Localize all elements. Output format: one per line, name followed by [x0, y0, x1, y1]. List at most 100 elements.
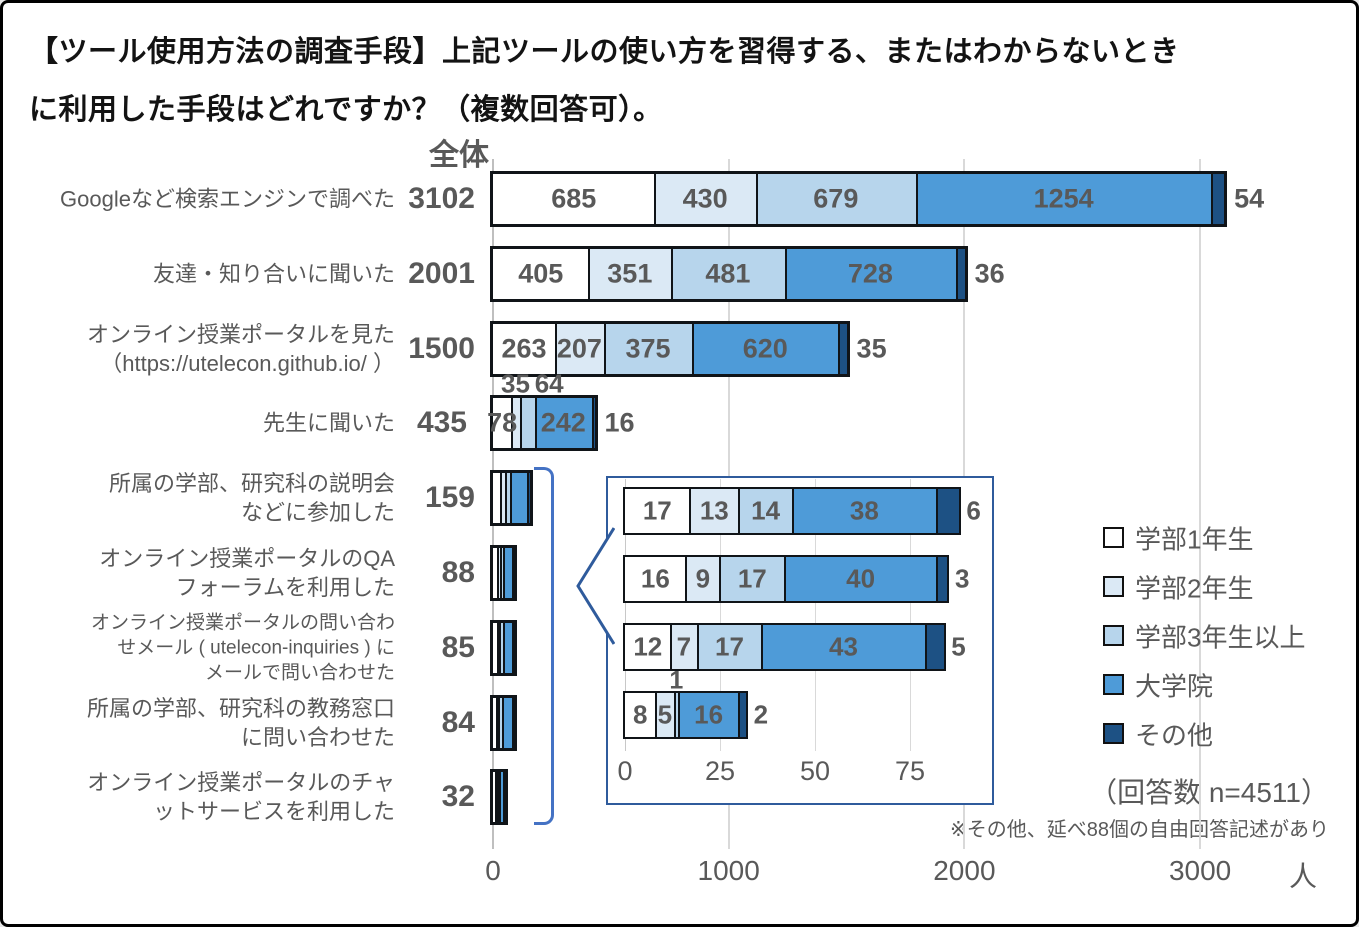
bar-segment	[500, 473, 505, 524]
row-label-line: Googleなど検索エンジンで調べた	[60, 186, 395, 212]
row-label-line: せメール ( utelecon-inquiries ) に	[117, 637, 395, 659]
segment-label: 35	[856, 333, 887, 364]
row-total: 88	[441, 556, 475, 589]
row-label: Googleなど検索エンジンで調べた	[60, 184, 395, 213]
bar-segment	[497, 548, 501, 598]
inset-pointer	[576, 526, 615, 646]
bar-row	[490, 769, 508, 826]
row-label: 所属の学部、研究科の説明会 などに参加した	[109, 469, 395, 527]
row-total: 32	[441, 780, 475, 814]
legend-label: 学部3年生以上	[1135, 622, 1306, 653]
bar-segment	[1211, 174, 1225, 224]
bar-segment	[512, 548, 515, 598]
row-label-line: 先生に聞いた	[262, 410, 395, 436]
inset-bar-row	[622, 622, 946, 671]
bar-segment	[511, 697, 514, 748]
bar-segment	[519, 398, 535, 449]
x-axis-unit-label: 人	[1289, 861, 1318, 892]
bar-row	[490, 395, 599, 452]
row-label-line: フォーラムを利用した	[175, 575, 395, 600]
bar-segment	[498, 772, 503, 823]
bar-row	[490, 171, 1228, 227]
bar-segment	[534, 398, 592, 449]
legend-label: 学部2年生	[1135, 573, 1254, 604]
bar-segment	[505, 473, 510, 524]
segment-label: 16	[604, 407, 635, 438]
bar-row	[490, 545, 518, 601]
bar-segment	[500, 548, 504, 598]
bar-segment	[784, 248, 957, 299]
bar-row	[490, 470, 534, 527]
gridline	[1199, 159, 1202, 849]
inset-segment-label: 5	[951, 631, 966, 662]
bar-segment	[526, 473, 531, 524]
row-label-line: オンライン授業ポータルのQA	[99, 545, 395, 571]
inset-bar-segment	[738, 488, 792, 533]
inset-bar-segment	[761, 624, 925, 669]
inset-segment-label: 2	[753, 699, 769, 730]
bar-segment	[503, 548, 513, 598]
row-label-line: 所属の学部、研究科の説明会	[108, 471, 395, 497]
bar-segment	[493, 473, 501, 524]
inset-bar-row	[622, 486, 961, 535]
row-label-line: に問い合わせた	[240, 724, 395, 750]
legend-swatch	[1103, 625, 1124, 646]
inset-bar-segment	[738, 692, 747, 737]
bar-segment	[502, 772, 505, 823]
row-label: 友達・知り合いに聞いた	[153, 259, 395, 288]
inset-segment-label: 14	[751, 495, 781, 526]
row-label-line: メールで問い合わせた	[204, 662, 395, 684]
inset-segment-label: 17	[737, 563, 767, 594]
inset-segment-label: 38	[849, 495, 879, 526]
bar-segment	[692, 323, 839, 374]
segment-label: 405	[518, 258, 564, 289]
row-label-line: 友達・知り合いに聞いた	[152, 261, 395, 287]
row-label-line: 所属の学部、研究科の教務窓口	[86, 695, 395, 721]
inset-segment-label: 43	[829, 631, 858, 662]
legend-swatch	[1103, 527, 1124, 548]
legend-label: その他	[1135, 720, 1214, 751]
inset-segment-label: 9	[695, 563, 711, 594]
inset-bar-segment	[936, 488, 959, 533]
row-label: 先生に聞いた	[263, 409, 395, 438]
inset-segment-label: 7	[676, 631, 692, 662]
bar-segment	[591, 398, 596, 449]
row-label: オンライン授業ポータルの問い合わ せメール ( utelecon-inquirie…	[91, 610, 395, 685]
segment-label: 54	[1234, 183, 1265, 214]
inset-segment-label: 17	[642, 495, 672, 526]
inset-segment-label: 13	[699, 495, 729, 526]
bar-segment	[554, 323, 604, 374]
respondents-note: （回答数 n=4511）	[1089, 777, 1329, 808]
x-axis-tick-label: 3000	[1168, 855, 1232, 886]
segment-label: 1254	[1033, 183, 1094, 214]
total-column-header: 全体	[429, 139, 489, 172]
bar-segment	[496, 622, 499, 673]
inset-bar-segment	[624, 624, 671, 669]
legend-swatch	[1103, 674, 1124, 695]
inset-gridline	[624, 479, 626, 751]
segment-label: 351	[607, 258, 653, 289]
segment-label: 207	[556, 333, 602, 364]
inset-bar-segment	[936, 556, 948, 601]
row-label-line: オンライン授業ポータルを見た	[86, 321, 395, 347]
inset-gridline	[814, 479, 816, 751]
legend-label: 学部1年生	[1135, 524, 1254, 555]
inset-bar-row	[622, 690, 749, 739]
bar-segment	[671, 248, 785, 299]
row-label: 所属の学部、研究科の教務窓口に問い合わせた	[87, 694, 395, 752]
bar-row	[490, 245, 968, 302]
row-total: 3102	[408, 182, 475, 215]
bar-segment	[494, 772, 497, 823]
row-total: 84	[441, 705, 475, 739]
row-total: 2001	[408, 256, 475, 290]
inset-bar-segment	[784, 556, 937, 601]
inset-segment-label: 12	[633, 631, 663, 662]
row-total: 1500	[408, 331, 475, 365]
inset-bar-segment	[685, 556, 720, 601]
bar-segment	[497, 697, 502, 748]
bar-segment	[511, 398, 520, 449]
legend-swatch	[1103, 576, 1124, 597]
segment-label: 78	[487, 407, 518, 438]
inset-tick-label: 75	[894, 756, 926, 786]
